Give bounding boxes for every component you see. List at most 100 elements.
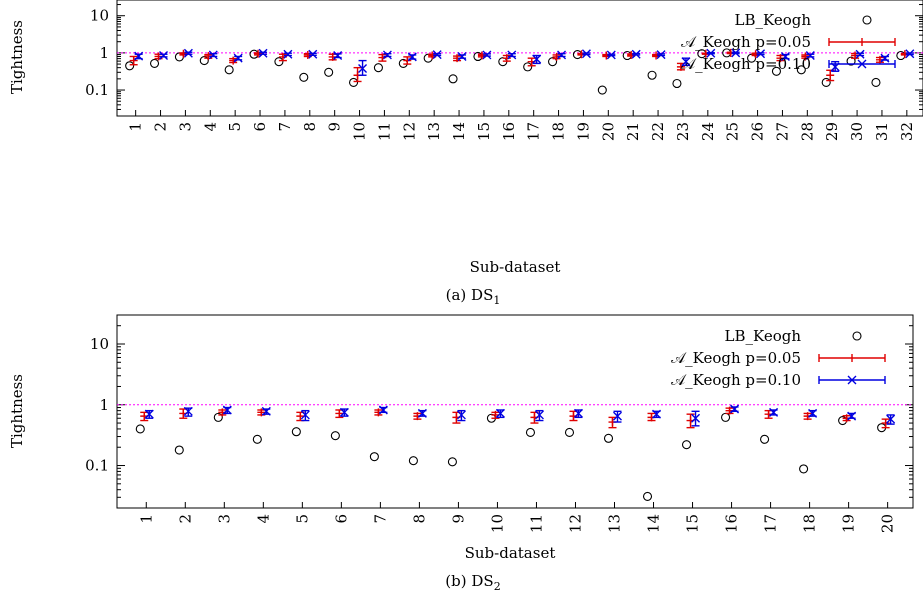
p10-point [905,49,915,59]
p10-point [283,49,293,59]
x-tick-label: 6 [251,122,269,132]
lb-keogh-point [373,63,383,73]
lb-keogh-point [771,66,781,76]
p10-point [507,50,517,60]
x-tick-label: 4 [201,122,219,132]
p10-point [581,49,591,59]
p05-point [881,419,890,428]
lb-keogh-point [672,78,682,89]
p10-point [134,51,144,61]
lb-keogh-point [348,77,359,87]
lb-keogh-point [760,434,770,444]
x-tick-label: 17 [762,514,780,533]
p05-point [676,62,685,71]
lb-keogh-point [603,433,614,443]
lb-keogh-point [408,456,418,466]
lb-keogh-point [564,427,575,438]
p10-point [457,51,467,61]
x-tick-label: 25 [724,122,742,141]
lb-keogh-point [447,457,457,467]
p10-point [358,63,368,73]
p10-point [656,50,666,60]
p10-point [333,51,343,60]
y-axis-label: Tightness [8,374,26,448]
legend-label: 𝒜_Keogh p=0.10 [671,371,801,389]
lb-keogh-point [525,427,536,438]
p10-point [855,49,865,59]
p10-point [233,53,243,63]
p10-point [300,410,310,420]
legend-marker [857,59,867,69]
lb-keogh-point [597,85,607,95]
lb-keogh-point [821,77,831,87]
x-tick-label: 13 [606,514,624,533]
x-axis-label: Sub-dataset [470,258,561,276]
x-tick-label: 5 [226,122,244,132]
lb-keogh-point [548,57,558,67]
p10-point [780,51,790,61]
lb-keogh-point [252,434,262,444]
p10-point [432,50,442,60]
p10-point [417,408,427,418]
x-tick-label: 26 [749,122,767,141]
x-tick-label: 9 [449,514,467,524]
y-tick-label: 10 [90,335,109,353]
x-tick-label: 18 [801,514,819,533]
lb-keogh-point [174,445,184,455]
lb-keogh-point [871,77,881,87]
p10-point [886,414,896,424]
p05-point [129,56,138,65]
p10-point [482,50,492,60]
x-tick-label: 15 [684,514,702,533]
y-tick-label: 10 [90,7,109,25]
x-tick-label: 14 [645,514,663,533]
x-tick-label: 19 [574,122,592,141]
x-tick-label: 27 [773,122,791,141]
x-tick-label: 10 [351,122,369,141]
p10-point [847,411,857,421]
x-tick-label: 12 [400,122,418,141]
legend-circle-marker [852,331,862,341]
x-tick-label: 17 [525,122,543,141]
x-tick-label: 9 [326,122,344,132]
p10-point [456,410,466,420]
p10-point [557,50,567,60]
p10-point [144,409,154,419]
p10-point [652,409,662,419]
x-tick-label: 11 [527,514,545,533]
x-tick-label: 20 [879,514,897,533]
p05-point [826,71,835,80]
lb-keogh-point [299,72,309,82]
p10-point [183,48,193,58]
x-tick-label: 18 [550,122,568,141]
x-tick-label: 24 [699,122,717,141]
p10-point [681,57,691,67]
x-tick-label: 30 [848,122,866,141]
legend-label: 𝒜_Keogh p=0.10 [681,55,811,73]
p10-point [756,49,766,59]
p10-point [407,52,417,62]
p10-point [382,50,392,60]
x-tick-label: 19 [840,514,858,533]
x-tick-label: 22 [649,122,667,141]
lb-keogh-point [213,412,223,422]
x-tick-label: 2 [176,514,194,524]
p10-point [613,411,622,421]
x-tick-label: 11 [375,122,393,141]
lb-keogh-point [224,65,234,75]
p10-point [731,48,741,58]
lb-keogh-point [681,440,692,450]
lb-keogh-point [135,424,145,434]
p10-point [378,405,388,415]
p10-point [183,406,193,416]
x-tick-label: 10 [488,514,506,533]
p05-point [335,409,344,418]
legend-label: LB_Keogh [725,327,802,345]
legend-label: 𝒜_Keogh p=0.05 [671,349,801,367]
y-tick-label: 1 [99,396,109,414]
lb-keogh-point [846,56,856,66]
lb-keogh-point [796,65,806,75]
lb-keogh-point [448,74,458,84]
lb-keogh-point [274,57,284,67]
